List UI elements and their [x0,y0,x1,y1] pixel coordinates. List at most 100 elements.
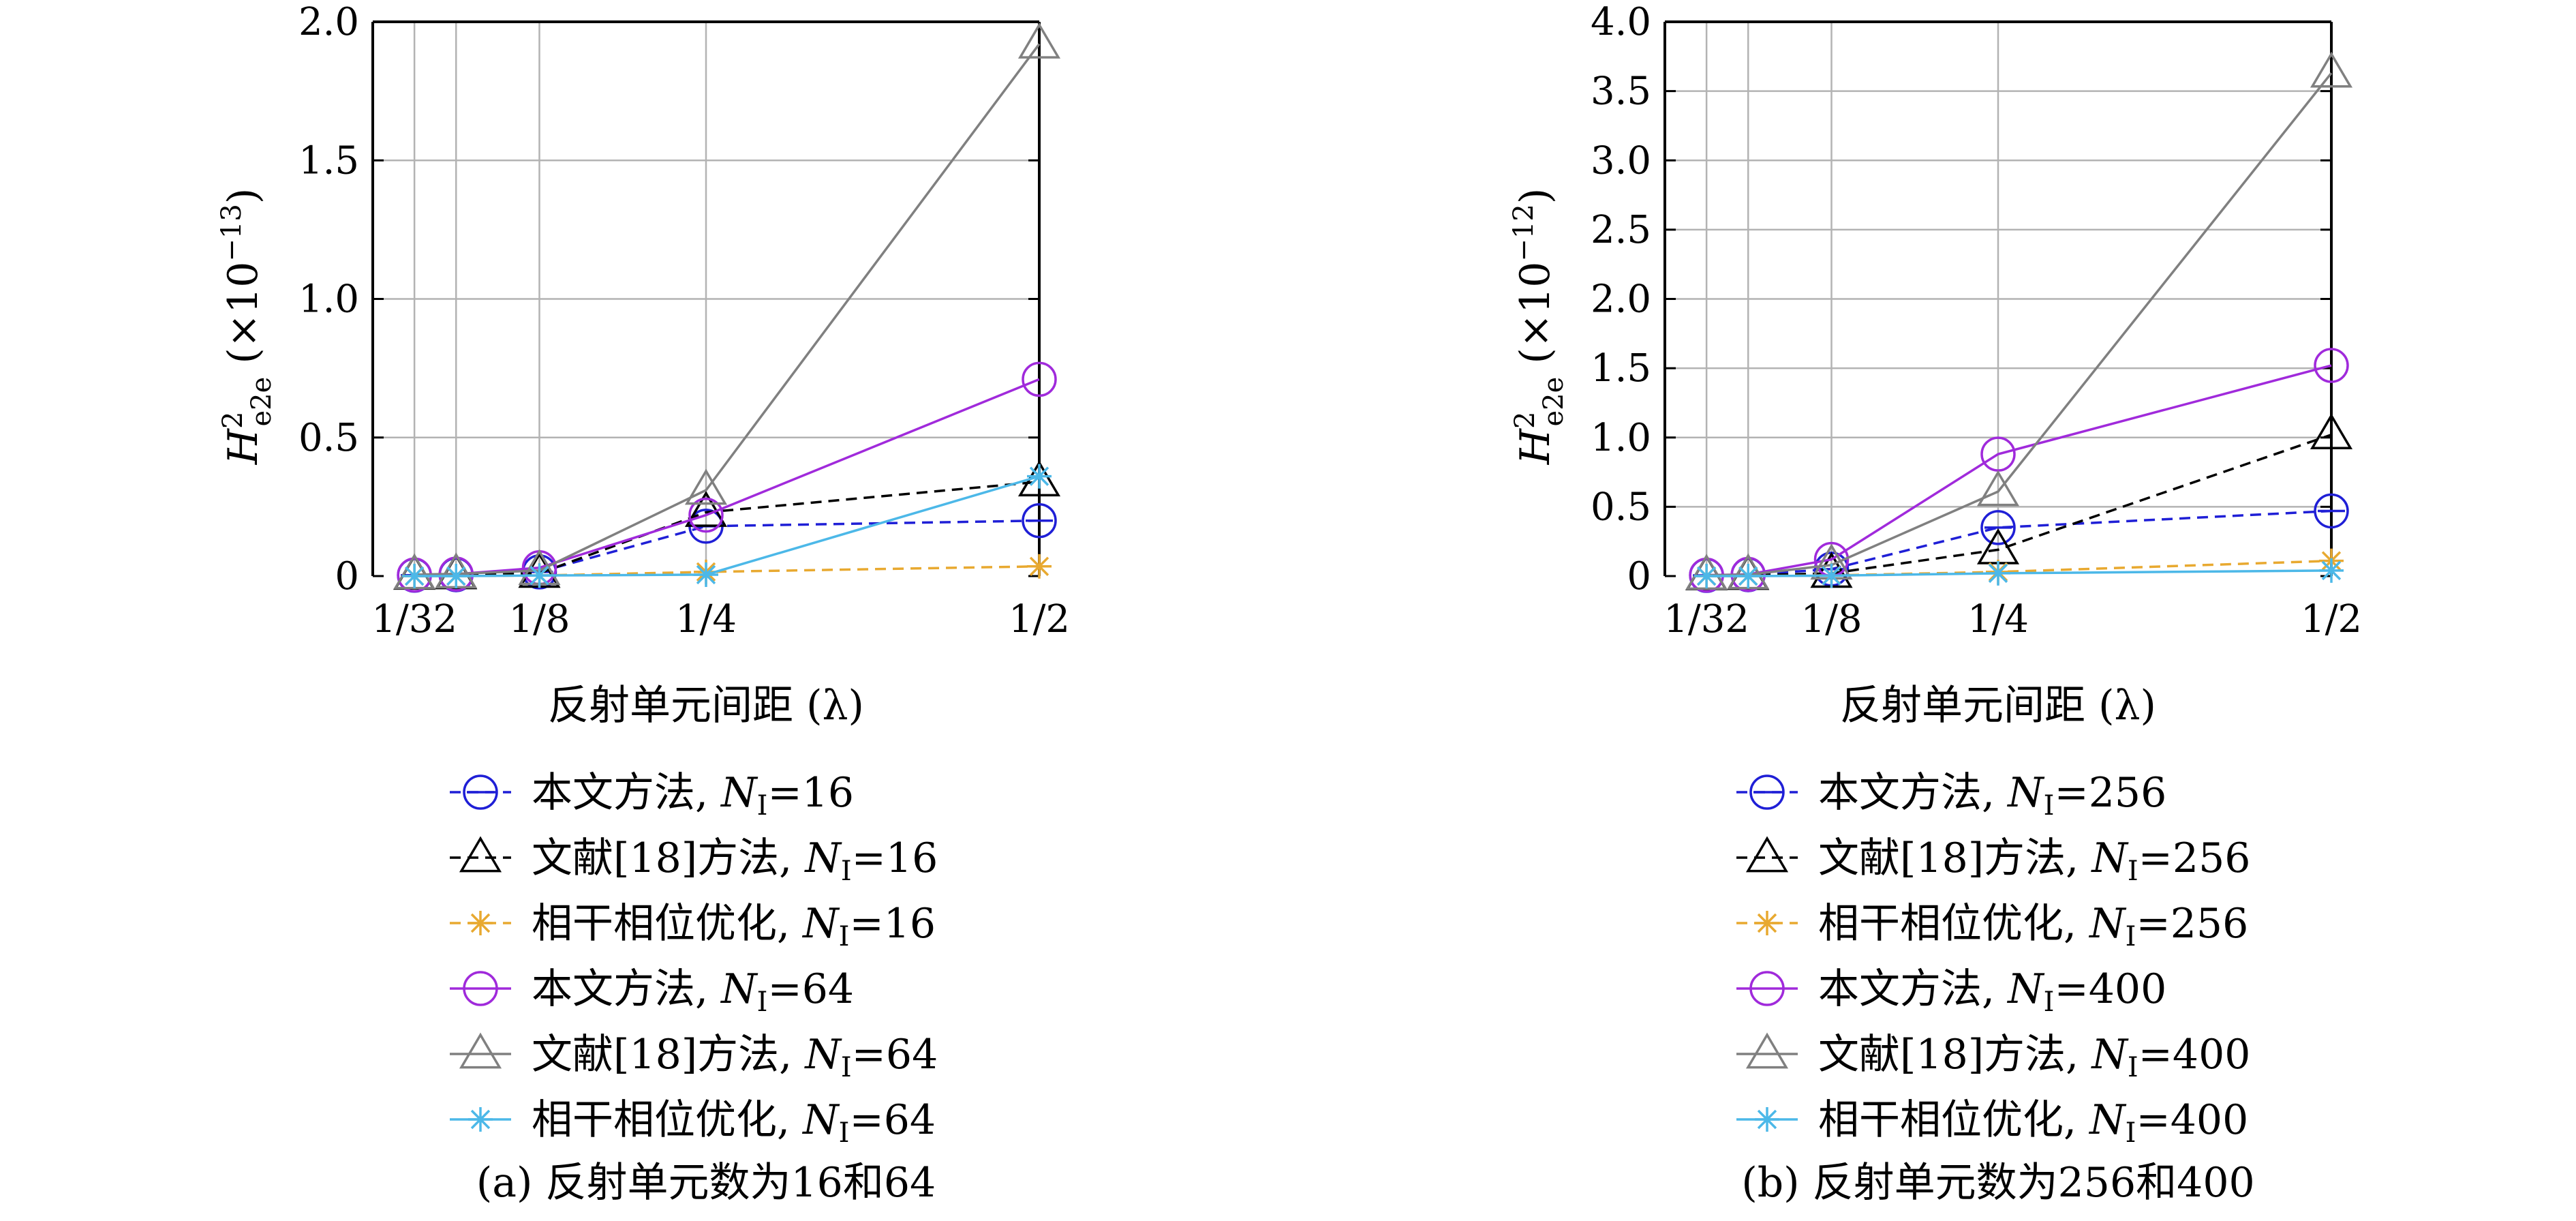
y-tick-label: 0.5 [1591,485,1651,529]
data-point [2310,413,2353,450]
series-line [414,378,1040,577]
legend-label: 文献[18]方法, NI=16 [532,834,938,887]
legend-label-subscript: I [757,790,768,821]
legend-item: 本文方法, NI=256 [1736,769,2166,821]
y-tick-label: 2.0 [298,0,359,44]
y-axis-label-sub: e2e [1538,377,1569,427]
legend-label: 相干相位优化, NI=256 [1818,900,2248,952]
legend-label-suffix: =256 [2138,834,2251,882]
data-point [1017,22,1061,59]
legend-label-subscript: I [841,856,852,887]
legend-item: 本文方法, NI=400 [1736,965,2166,1018]
legend-marker-d2 [1757,913,1777,933]
y-tick-label: 1.0 [298,277,359,322]
legend-label-subscript: I [2126,1117,2136,1149]
data-point [688,497,724,533]
legend-item: 本文方法, NI=64 [450,965,854,1018]
series-5 [1694,558,2344,588]
legend-marker [1755,1107,1779,1132]
legend-label-prefix: 相干相位优化, [532,900,803,948]
data-point [2314,348,2349,383]
x-axis-label: 反射单元间距 (λ) [548,682,864,729]
legend-marker [463,971,498,1006]
y-axis-label: H2e2e (×10−13) [216,188,277,466]
y-tick-label: 3.5 [1591,70,1651,114]
data-point-d2 [1029,466,1049,486]
y-axis-label-close: ) [219,188,267,204]
legend-label-symbol: N [2090,834,2129,882]
legend-label-prefix: 相干相位优化, [532,1096,803,1144]
series-0 [1689,493,2349,593]
data-point-d2 [1822,566,1841,586]
legend-label: 本文方法, NI=64 [532,965,854,1018]
x-tick-label: 1/4 [1967,597,2029,642]
legend-label: 相干相位优化, NI=64 [532,1096,936,1149]
legend-label: 文献[18]方法, NI=400 [1818,1031,2250,1083]
legend-marker-d2 [1757,1109,1777,1130]
data-point [1022,502,1057,539]
data-point [1027,464,1052,489]
series-line [1706,434,2332,577]
data-point [1819,563,1844,588]
y-tick-label: 0.5 [298,416,359,460]
y-axis-label-exp: −12 [1508,204,1539,261]
legend-label: 文献[18]方法, NI=256 [1818,834,2250,887]
legend-item: 文献[18]方法, NI=256 [1736,834,2250,887]
legend-label-suffix: =400 [2136,1096,2248,1144]
data-point-d2 [1696,566,1717,586]
legend-label-suffix: =400 [2138,1031,2251,1079]
legend-label-subscript: I [2044,790,2055,821]
legend-marker [468,911,493,935]
y-tick-label: 1.5 [1591,346,1651,391]
data-point [402,564,427,588]
legend-label: 文献[18]方法, NI=64 [532,1031,938,1083]
y-tick-label: 1.5 [298,138,359,183]
legend-label-prefix: 文献[18]方法, [532,1031,805,1079]
legend-label-symbol: N [720,769,758,817]
legend-marker [1755,911,1779,935]
chart-caption: (b) 反射单元数为256和400 [1741,1159,2254,1207]
legend-item: 文献[18]方法, NI=64 [450,1031,938,1083]
data-point [684,468,728,505]
legend-label-symbol: N [801,1096,840,1144]
data-point-d2 [446,566,466,586]
legend-label-suffix: =16 [767,769,854,817]
legend-label: 本文方法, NI=16 [532,769,854,821]
legend-label-symbol: N [720,965,758,1013]
legend-label-prefix: 本文方法, [532,965,721,1013]
data-point [2314,493,2349,529]
legend-marker [459,1032,502,1069]
legend-label-prefix: 文献[18]方法, [532,834,805,882]
series-line [1706,364,2332,577]
series-4 [393,22,1061,590]
x-axis-label: 反射单元间距 (λ) [1840,682,2156,729]
legend-marker [1749,971,1785,1006]
legend-label-symbol: N [803,1031,842,1079]
legend-label-subscript: I [2128,1052,2138,1083]
x-tick-label: 1/8 [1800,597,1862,642]
data-point [1736,564,1761,588]
y-axis-label-sub: e2e [246,377,277,427]
data-point-d2 [1029,556,1049,576]
legend-label-suffix: =64 [767,965,854,1013]
x-tick-label: 1/2 [2301,597,2362,642]
data-point [444,564,469,588]
series-line [1706,72,2333,577]
y-tick-label: 4.0 [1591,0,1651,44]
data-point [2319,558,2344,583]
legend-label-prefix: 相干相位优化, [1818,1096,2089,1144]
legend-item: 本文方法, NI=16 [450,769,854,821]
legend-label-prefix: 本文方法, [1818,769,2008,817]
x-tick-label: 1/32 [371,597,457,642]
data-point-d2 [1988,563,2008,584]
data-point [1986,560,2010,586]
series-line [414,519,1040,577]
legend-label: 本文方法, NI=400 [1818,965,2166,1018]
data-point [527,563,552,588]
series-4 [1685,51,2353,590]
legend-marker [1745,1032,1789,1069]
chart-caption: (a) 反射单元数为16和64 [476,1159,936,1207]
gridlines [1665,22,2331,576]
legend-label-subscript: I [841,1052,852,1083]
legend-label-prefix: 文献[18]方法, [1818,834,2091,882]
